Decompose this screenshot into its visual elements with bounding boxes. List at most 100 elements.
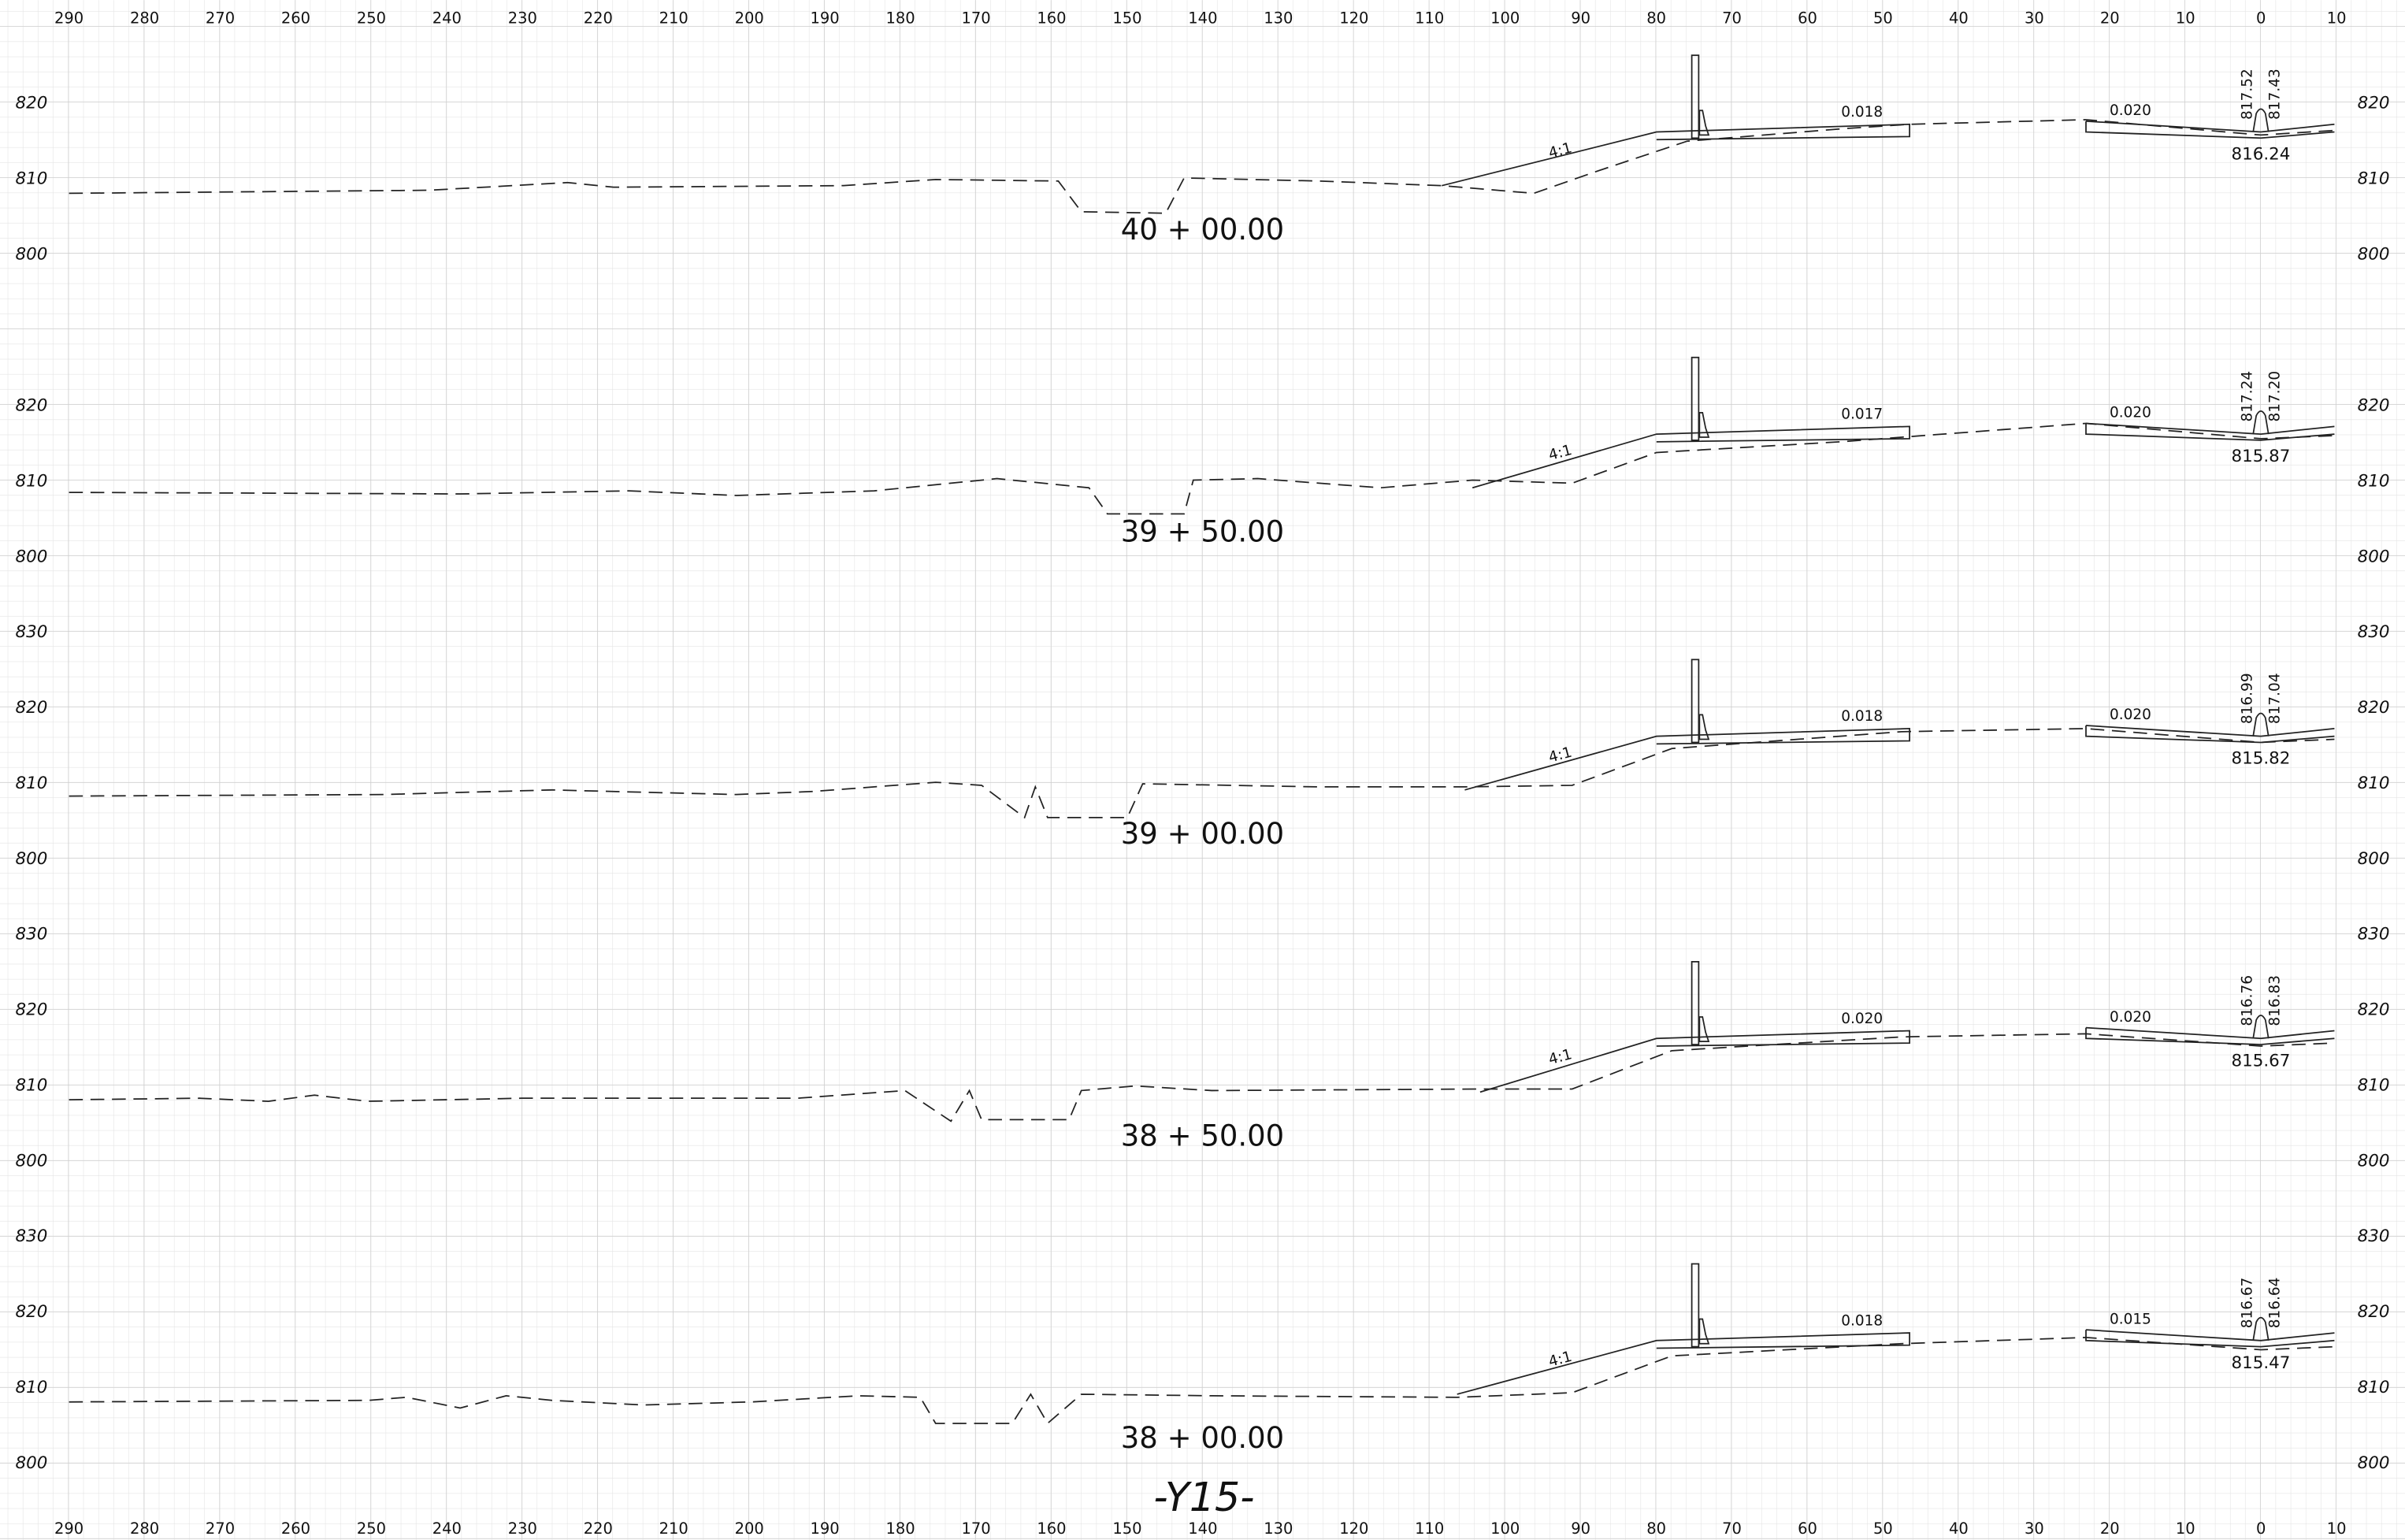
- offset-label-bottom: 100: [1490, 1520, 1520, 1538]
- offset-label-top: 240: [432, 9, 462, 27]
- offset-label-bottom: 60: [1798, 1520, 1817, 1538]
- offset-label-bottom: 30: [2025, 1520, 2044, 1538]
- elevation-label-right: 810: [2358, 774, 2390, 793]
- offset-label-top: 20: [2100, 9, 2120, 27]
- offset-label-bottom: 170: [961, 1520, 990, 1538]
- elevation-label-left: 810: [15, 471, 47, 491]
- barrier-post: [1691, 659, 1700, 744]
- median: [2252, 410, 2270, 435]
- elevation-label-right: 820: [2358, 1302, 2390, 1322]
- offset-label-bottom: 130: [1264, 1520, 1293, 1538]
- elevation-label-left: 800: [15, 849, 47, 869]
- elevation-label-right: 810: [2358, 471, 2390, 491]
- elevation-label-left: 800: [15, 547, 47, 566]
- offset-label-bottom: 80: [1646, 1520, 1666, 1538]
- curb: [1698, 1318, 1710, 1345]
- elevation-label-right: 820: [2358, 395, 2390, 415]
- existing-ground: [69, 728, 2335, 819]
- barrier-post: [1691, 356, 1700, 441]
- curb: [1698, 1016, 1710, 1043]
- median: [2252, 1015, 2270, 1039]
- elevation-bottom: 815.82: [2232, 749, 2291, 769]
- elevation-label-left: 830: [15, 1226, 47, 1246]
- offset-label-bottom: 190: [811, 1520, 840, 1538]
- elevation-top: 816.83: [2266, 975, 2283, 1026]
- elevation-label-right: 800: [2358, 245, 2390, 265]
- elevation-label-left: 830: [15, 622, 47, 642]
- curb: [1698, 411, 1710, 438]
- elevation-label-left: 830: [15, 924, 47, 944]
- elevation-label-left: 810: [15, 774, 47, 793]
- offset-label-bottom: 280: [130, 1520, 159, 1538]
- offset-label-top: 280: [130, 9, 159, 27]
- offset-label-bottom: 160: [1037, 1520, 1066, 1538]
- median: [2252, 108, 2270, 132]
- station-label: 38 + 50.00: [1121, 1119, 1284, 1153]
- elevation-label-right: 810: [2358, 1075, 2390, 1095]
- sheet-label: -Y15-: [1153, 1474, 1254, 1520]
- elevation-label-left: 820: [15, 395, 47, 415]
- median: [2252, 1316, 2270, 1341]
- offset-label-top: 200: [735, 9, 764, 27]
- curb: [1698, 109, 1710, 136]
- elevation-label-left: 800: [15, 1453, 47, 1473]
- barrier-post: [1691, 54, 1700, 139]
- grade-right: 0.020: [2110, 102, 2151, 119]
- elevation-label-left: 820: [15, 1302, 47, 1322]
- offset-label-bottom: 220: [584, 1520, 613, 1538]
- offset-label-top: 110: [1415, 9, 1444, 27]
- elevation-label-right: 810: [2358, 169, 2390, 189]
- offset-label-top: 40: [1949, 9, 1969, 27]
- elevation-label-right: 820: [2358, 698, 2390, 718]
- offset-label-top: 80: [1646, 9, 1666, 27]
- elevation-label-left: 810: [15, 1075, 47, 1095]
- elevation-label-left: 820: [15, 698, 47, 718]
- offset-label-bottom: 20: [2100, 1520, 2120, 1538]
- elevation-label-right: 830: [2358, 924, 2390, 944]
- proposed-section: [1457, 1329, 2335, 1395]
- elevation-top: 817.04: [2266, 673, 2283, 724]
- offset-label-top: 220: [584, 9, 613, 27]
- barrier-post: [1691, 961, 1700, 1045]
- elevation-top: 817.24: [2239, 371, 2255, 422]
- offset-label-bottom: 110: [1415, 1520, 1444, 1538]
- elevation-bottom: 815.47: [2232, 1353, 2291, 1373]
- offset-label-top: 160: [1037, 9, 1066, 27]
- offset-label-top: 120: [1339, 9, 1368, 27]
- offset-label-top: 150: [1112, 9, 1141, 27]
- offset-label-bottom: 120: [1339, 1520, 1368, 1538]
- existing-ground: [69, 1337, 2335, 1425]
- elevation-label-left: 820: [15, 1000, 47, 1019]
- offset-label-bottom: 10: [2176, 1520, 2195, 1538]
- median: [2252, 712, 2270, 737]
- offset-label-bottom: 90: [1571, 1520, 1590, 1538]
- station-label: 40 + 00.00: [1121, 213, 1284, 247]
- offset-label-bottom: 200: [735, 1520, 764, 1538]
- offset-label-top: 130: [1264, 9, 1293, 27]
- elevation-top: 817.43: [2266, 69, 2283, 120]
- offset-label-bottom: 250: [357, 1520, 386, 1538]
- offset-label-top: 140: [1188, 9, 1217, 27]
- elevation-top: 816.76: [2239, 975, 2255, 1026]
- offset-label-bottom: 270: [206, 1520, 235, 1538]
- elevation-label-right: 800: [2358, 547, 2390, 566]
- curb: [1698, 714, 1710, 740]
- station-label: 38 + 00.00: [1121, 1421, 1284, 1455]
- grade-right: 0.015: [2110, 1311, 2151, 1327]
- elevation-label-right: 830: [2358, 622, 2390, 642]
- elevation-label-right: 810: [2358, 1378, 2390, 1397]
- elevation-bottom: 816.24: [2232, 145, 2291, 165]
- grade-right: 0.020: [2110, 1009, 2151, 1026]
- offset-label-top: 290: [54, 9, 84, 27]
- offset-label-top: 210: [659, 9, 688, 27]
- offset-label-top: 230: [508, 9, 537, 27]
- elevation-label-left: 820: [15, 94, 47, 113]
- elevation-label-right: 830: [2358, 1226, 2390, 1246]
- offset-label-bottom: 0: [2256, 1520, 2266, 1538]
- station-label: 39 + 50.00: [1121, 514, 1284, 548]
- proposed-section: [1479, 1026, 2335, 1093]
- offset-label-top: 70: [1722, 9, 1742, 27]
- offset-label-top: 180: [885, 9, 915, 27]
